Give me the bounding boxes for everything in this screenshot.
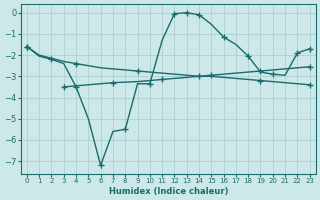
X-axis label: Humidex (Indice chaleur): Humidex (Indice chaleur)	[108, 187, 228, 196]
